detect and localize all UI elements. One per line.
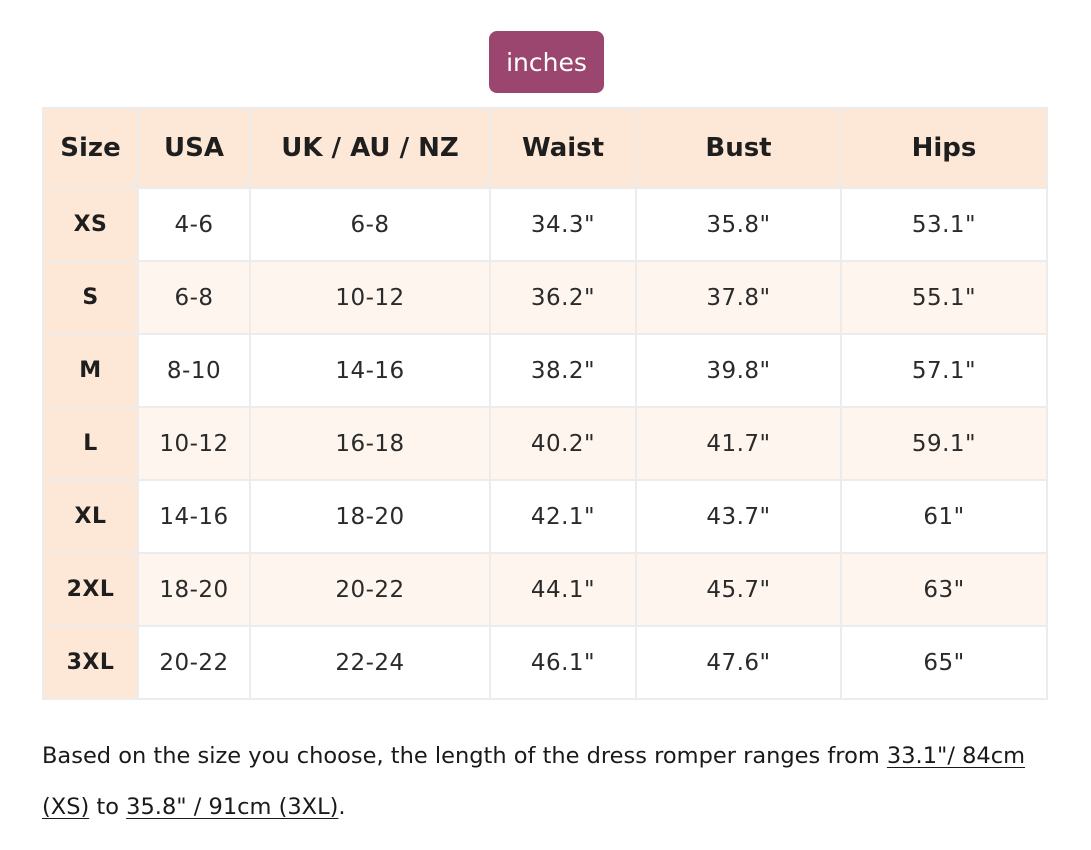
column-header-size: Size (42, 107, 139, 189)
uk-au-nz-cell: 6-8 (249, 187, 491, 262)
bust-cell: 41.7" (635, 406, 842, 481)
usa-cell: 20-22 (137, 625, 251, 700)
size-cell: L (42, 406, 139, 481)
bust-cell: 39.8" (635, 333, 842, 408)
table-row: M 8-10 14-16 38.2" 39.8" 57.1" (42, 333, 1048, 408)
column-header-waist: Waist (489, 107, 637, 189)
column-header-uk-au-nz: UK / AU / NZ (249, 107, 491, 189)
usa-cell: 18-20 (137, 552, 251, 627)
size-cell: M (42, 333, 139, 408)
table-row: XS 4-6 6-8 34.3" 35.8" 53.1" (42, 187, 1048, 262)
table-row: XL 14-16 18-20 42.1" 43.7" 61" (42, 479, 1048, 554)
usa-cell: 10-12 (137, 406, 251, 481)
uk-au-nz-cell: 16-18 (249, 406, 491, 481)
hips-cell: 65" (840, 625, 1048, 700)
hips-cell: 57.1" (840, 333, 1048, 408)
waist-cell: 38.2" (489, 333, 637, 408)
min-length-link[interactable]: 33.1"/ 84cm (XS) (42, 743, 1026, 820)
hips-cell: 59.1" (840, 406, 1048, 481)
bust-cell: 43.7" (635, 479, 842, 554)
usa-cell: 14-16 (137, 479, 251, 554)
usa-cell: 8-10 (137, 333, 251, 408)
waist-cell: 44.1" (489, 552, 637, 627)
hips-cell: 61" (840, 479, 1048, 554)
bust-cell: 47.6" (635, 625, 842, 700)
uk-au-nz-cell: 14-16 (249, 333, 491, 408)
waist-cell: 42.1" (489, 479, 637, 554)
waist-cell: 36.2" (489, 260, 637, 335)
table-row: L 10-12 16-18 40.2" 41.7" 59.1" (42, 406, 1048, 481)
usa-cell: 6-8 (137, 260, 251, 335)
bust-cell: 35.8" (635, 187, 842, 262)
note-middle-text: to (89, 794, 127, 820)
waist-cell: 34.3" (489, 187, 637, 262)
size-chart-table: Size USA UK / AU / NZ Waist Bust Hips XS… (42, 107, 1048, 700)
note-end-text: . (338, 794, 346, 820)
uk-au-nz-cell: 10-12 (249, 260, 491, 335)
column-header-bust: Bust (635, 107, 842, 189)
uk-au-nz-cell: 18-20 (249, 479, 491, 554)
table-row: 2XL 18-20 20-22 44.1" 45.7" 63" (42, 552, 1048, 627)
table-header-row: Size USA UK / AU / NZ Waist Bust Hips (42, 107, 1048, 189)
size-cell: S (42, 260, 139, 335)
size-cell: 3XL (42, 625, 139, 700)
romper-length-note: Based on the size you choose, the length… (42, 731, 1052, 833)
unit-toggle-button[interactable]: inches (489, 31, 604, 93)
hips-cell: 63" (840, 552, 1048, 627)
bust-cell: 45.7" (635, 552, 842, 627)
size-cell: XS (42, 187, 139, 262)
waist-cell: 40.2" (489, 406, 637, 481)
size-cell: XL (42, 479, 139, 554)
usa-cell: 4-6 (137, 187, 251, 262)
column-header-usa: USA (137, 107, 251, 189)
table-row: S 6-8 10-12 36.2" 37.8" 55.1" (42, 260, 1048, 335)
uk-au-nz-cell: 22-24 (249, 625, 491, 700)
column-header-hips: Hips (840, 107, 1048, 189)
size-cell: 2XL (42, 552, 139, 627)
uk-au-nz-cell: 20-22 (249, 552, 491, 627)
max-length-link[interactable]: 35.8" / 91cm (3XL) (126, 794, 339, 820)
table-row: 3XL 20-22 22-24 46.1" 47.6" 65" (42, 625, 1048, 700)
bust-cell: 37.8" (635, 260, 842, 335)
hips-cell: 53.1" (840, 187, 1048, 262)
waist-cell: 46.1" (489, 625, 637, 700)
note-intro-text: Based on the size you choose, the length… (42, 743, 887, 769)
hips-cell: 55.1" (840, 260, 1048, 335)
